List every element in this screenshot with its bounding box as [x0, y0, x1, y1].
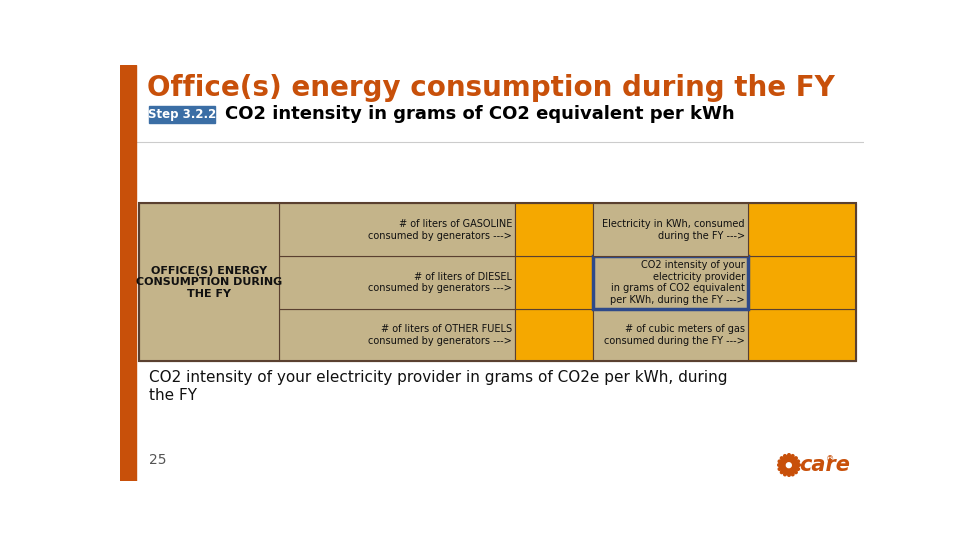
Bar	[592, 309, 748, 361]
Text: # of cubic meters of gas
consumed during the FY --->: # of cubic meters of gas consumed during…	[604, 324, 745, 346]
Bar	[592, 204, 748, 256]
Circle shape	[783, 460, 794, 470]
Text: Office(s) energy consumption during the FY: Office(s) energy consumption during the …	[147, 74, 835, 102]
Bar	[139, 204, 278, 361]
Text: OFFICE(S) ENERGY
CONSUMPTION DURING
THE FY: OFFICE(S) ENERGY CONSUMPTION DURING THE …	[136, 266, 282, 299]
Text: Electricity in KWh, consumed
during the FY --->: Electricity in KWh, consumed during the …	[602, 219, 745, 240]
Bar	[150, 106, 215, 123]
Bar	[592, 256, 748, 309]
Text: # of liters of GASOLINE
consumed by generators --->: # of liters of GASOLINE consumed by gene…	[369, 219, 512, 240]
Text: Step 3.2.2: Step 3.2.2	[148, 107, 217, 120]
Bar	[516, 256, 592, 309]
Bar	[748, 309, 856, 361]
Bar	[516, 309, 592, 361]
Circle shape	[786, 463, 791, 468]
Bar	[748, 256, 856, 309]
Text: CO2 intensity in grams of CO2 equivalent per kWh: CO2 intensity in grams of CO2 equivalent…	[225, 105, 734, 123]
Text: CO2 intensity of your electricity provider in grams of CO2e per kWh, during
the : CO2 intensity of your electricity provid…	[150, 370, 728, 403]
Bar	[139, 204, 856, 361]
Bar	[516, 204, 592, 256]
Text: ®: ®	[826, 455, 834, 464]
Text: CO2 intensity of your
electricity provider
in grams of CO2 equivalent
per KWh, d: CO2 intensity of your electricity provid…	[610, 260, 745, 305]
Bar	[278, 256, 516, 309]
Text: # of liters of OTHER FUELS
consumed by generators --->: # of liters of OTHER FUELS consumed by g…	[369, 324, 512, 346]
Text: # of liters of DIESEL
consumed by generators --->: # of liters of DIESEL consumed by genera…	[369, 272, 512, 293]
Bar	[278, 309, 516, 361]
Bar	[120, 65, 135, 481]
Bar	[278, 204, 516, 256]
Bar	[748, 204, 856, 256]
Text: care: care	[800, 455, 851, 475]
Text: 25: 25	[150, 453, 167, 467]
